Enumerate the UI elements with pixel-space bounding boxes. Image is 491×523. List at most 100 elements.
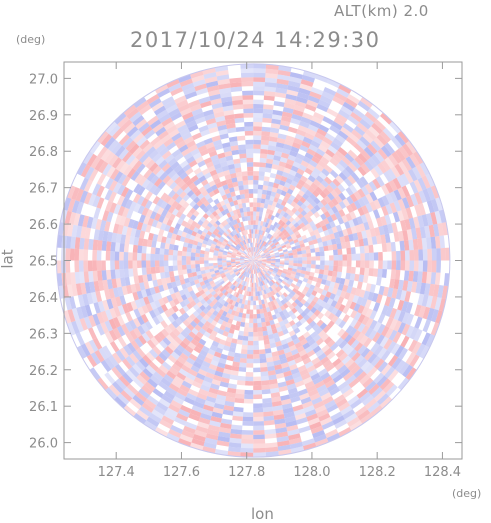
echo-cell [237,176,243,181]
echo-cell [373,268,378,276]
echo-cell [242,430,253,435]
echo-cell [261,322,266,327]
echo-cell [260,158,267,163]
echo-cell [226,261,231,263]
echo-cell [253,350,259,355]
x-tick-label: 127.8 [228,465,265,480]
echo-cell [253,403,263,408]
echo-cell [110,341,119,352]
echo-cell [235,398,245,403]
echo-cell [245,140,253,145]
echo-cell [146,253,151,260]
echo-cell [182,251,187,256]
echo-cell [259,354,266,359]
echo-cell [431,322,440,335]
echo-cell [436,248,441,260]
echo-cell [369,253,374,261]
echo-cell [253,198,257,203]
echo-cell [237,339,243,344]
echo-cell [245,198,249,203]
echo-cell [195,264,200,268]
echo-cell [365,261,370,269]
echo-cell [274,101,285,107]
echo-cell [298,263,303,267]
echo-cell [93,207,100,219]
echo-cell [241,68,254,73]
echo-cell [432,249,437,261]
echo-cell [246,363,253,368]
echo-cell [323,246,328,251]
echo-cell [325,261,330,266]
echo-cell [182,269,187,274]
echo-cell [247,305,250,310]
echo-cell [115,261,120,270]
echo-cell [377,314,385,324]
echo-cell [253,91,264,96]
echo-cell [217,261,222,263]
echo-cell [253,171,259,176]
echo-cell [382,269,387,278]
echo-cell [264,176,270,181]
echo-cell [253,318,257,323]
echo-cell [233,407,243,412]
echo-cell [328,245,333,251]
echo-cell [110,261,115,270]
echo-cell [251,220,254,225]
echo-cell [351,267,356,274]
echo-cell [239,190,244,195]
echo-cell [256,207,260,212]
echo-cell [124,261,129,269]
echo-cell [346,267,351,274]
echo-cell [351,247,356,254]
echo-cell [128,261,133,269]
echo-cell [165,243,170,249]
echo-cell [104,372,115,384]
echo-cell [263,335,269,340]
echo-cell [253,189,258,194]
echo-cell [373,209,380,219]
echo-cell [259,212,263,217]
echo-cell [396,251,401,261]
echo-cell [337,249,342,255]
echo-cell [242,91,253,96]
echo-cell [253,385,261,390]
echo-cell [101,261,106,271]
echo-cell [253,448,266,453]
echo-cell [241,77,253,82]
y-tick-label: 26.3 [29,327,58,342]
echo-cell [261,140,269,145]
echo-cell [258,176,264,181]
echo-cell [246,207,250,212]
echo-cell [320,256,325,261]
echo-cell [246,359,253,364]
echo-cell [119,261,124,270]
echo-cell [133,268,138,276]
echo-cell [92,261,97,272]
echo-cell [65,248,70,260]
echo-cell [257,323,262,328]
echo-cell [124,252,129,260]
echo-cell [70,249,75,261]
echo-cell [270,173,277,179]
echo-cell [247,167,253,172]
echo-cell [249,314,253,319]
echo-cell [61,261,66,274]
echo-cell [146,267,151,274]
echo-cell [259,349,265,354]
echo-cell [323,270,328,275]
echo-cell [356,261,361,268]
echo-cell [400,336,409,348]
echo-cell [405,261,410,271]
echo-cell [432,261,437,273]
echo-cell [404,270,409,280]
echo-cell [200,257,205,261]
echo-cell [262,326,267,331]
echo-cell [251,296,254,301]
y-tick-label: 26.0 [29,437,58,452]
echo-cell [245,131,253,136]
echo-cell [253,113,263,118]
echo-cell [150,254,155,261]
echo-cell [248,296,251,301]
echo-cell [253,117,262,122]
